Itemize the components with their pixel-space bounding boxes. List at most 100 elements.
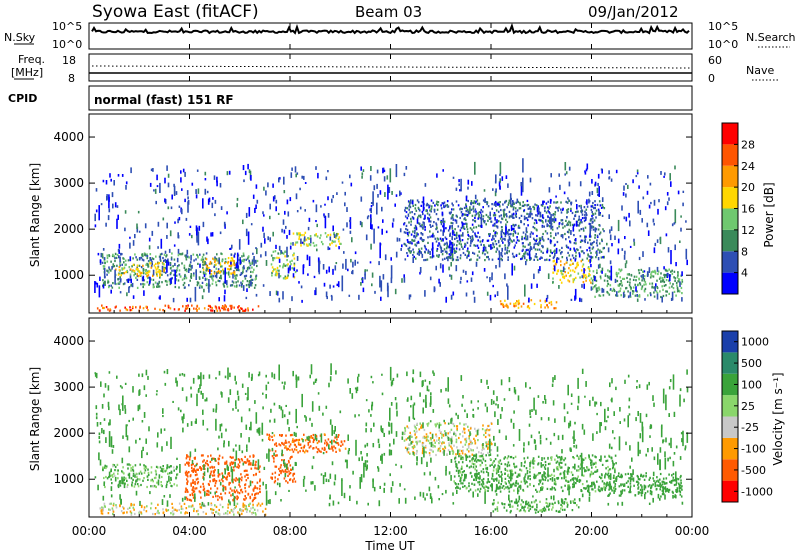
radar-cell [546, 206, 549, 209]
radar-cell [351, 237, 353, 243]
radar-cell [435, 223, 438, 226]
radar-cell [292, 273, 295, 278]
radar-cell [136, 273, 139, 276]
radar-cell [436, 247, 439, 251]
radar-cell [467, 444, 470, 447]
radar-cell [632, 290, 635, 293]
radar-cell [465, 439, 468, 442]
radar-cell [127, 507, 129, 510]
radar-cell [636, 294, 638, 297]
radar-cell [210, 309, 212, 312]
radar-cell [254, 278, 257, 281]
radar-cell [448, 266, 450, 271]
radar-cell [551, 228, 554, 231]
radar-cell [564, 463, 567, 466]
radar-cell [492, 188, 494, 191]
radar-cell [481, 240, 484, 243]
radar-cell [488, 480, 491, 483]
radar-cell [122, 257, 124, 260]
radar-cell [594, 236, 596, 239]
radar-cell [228, 483, 230, 486]
radar-cell [526, 485, 529, 488]
radar-cell [563, 268, 566, 271]
radar-cell [522, 302, 525, 305]
radar-cell [196, 468, 198, 471]
radar-cell [132, 506, 135, 509]
radar-cell [561, 273, 563, 276]
radar-cell [280, 464, 282, 467]
radar-cell [537, 212, 539, 215]
radar-cell [555, 301, 558, 304]
radar-cell [293, 264, 296, 267]
radar-cell [113, 180, 115, 186]
radar-cell [110, 502, 112, 505]
radar-cell [602, 228, 604, 231]
radar-cell [123, 476, 125, 479]
radar-cell [601, 480, 604, 483]
radar-cell [427, 439, 430, 442]
radar-cell [140, 472, 143, 475]
radar-cell [122, 466, 124, 469]
radar-cell [226, 510, 229, 513]
radar-cell [109, 508, 111, 511]
radar-cell [399, 228, 402, 233]
radar-cell [418, 214, 420, 217]
radar-cell [668, 286, 671, 289]
radar-cell [617, 290, 620, 293]
radar-cell [190, 265, 192, 268]
radar-cell [245, 473, 248, 476]
radar-cell [600, 206, 603, 209]
radar-cell [404, 206, 407, 209]
radar-cell [469, 227, 472, 230]
radar-cell [588, 268, 591, 271]
radar-cell [566, 222, 569, 225]
radar-cell [152, 480, 154, 483]
radar-cell [629, 291, 632, 297]
radar-cell [500, 208, 502, 212]
radar-cell [221, 265, 223, 268]
radar-cell [224, 308, 227, 311]
radar-cell [431, 234, 434, 238]
radar-cell [447, 229, 450, 232]
radar-cell [589, 233, 591, 238]
radar-cell [236, 284, 238, 287]
radar-cell [661, 285, 663, 288]
radar-cell [498, 252, 501, 268]
radar-cell [390, 277, 393, 284]
radar-cell [584, 457, 587, 460]
radar-cell [244, 170, 247, 176]
radar-cell [244, 455, 246, 458]
radar-cell [513, 224, 516, 228]
radar-cell [364, 273, 366, 280]
radar-cell [465, 441, 468, 444]
radar-cell [513, 216, 515, 219]
radar-cell [560, 272, 563, 275]
radar-cell [417, 216, 419, 219]
radar-cell [579, 246, 582, 249]
radar-cell [480, 470, 483, 473]
radar-cell [473, 463, 475, 466]
radar-cell [234, 274, 236, 277]
radar-cell [167, 509, 170, 512]
radar-cell [417, 206, 420, 209]
radar-cell [249, 280, 251, 283]
radar-cell [163, 263, 165, 266]
radar-cell [483, 268, 486, 272]
radar-cell [246, 508, 249, 511]
radar-cell [227, 262, 229, 265]
radar-cell [499, 244, 501, 247]
radar-cell [516, 300, 518, 303]
radar-cell [445, 296, 447, 303]
radar-cell [442, 225, 444, 228]
radar-cell [218, 258, 220, 265]
radar-cell [272, 183, 274, 188]
radar-cell [248, 460, 251, 463]
radar-cell [463, 222, 465, 226]
radar-cell [487, 255, 489, 259]
radar-cell [447, 449, 450, 452]
radar-cell [413, 227, 416, 230]
radar-cell [541, 256, 543, 259]
radar-cell [586, 199, 588, 205]
radar-cell [425, 209, 427, 212]
radar-cell [151, 230, 154, 236]
